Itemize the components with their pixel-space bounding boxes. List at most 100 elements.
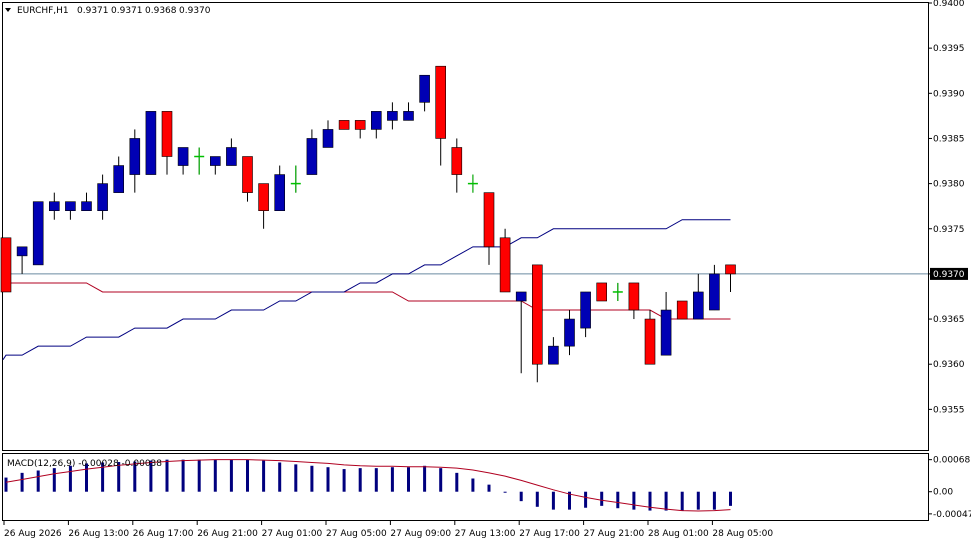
- candle-body: [548, 345, 559, 365]
- macd-signal-line: [5, 459, 731, 512]
- candle-body: [129, 138, 141, 175]
- price-tick-label: 0.9400: [933, 0, 965, 9]
- time-tick-label: 28 Aug 01:00: [648, 529, 709, 539]
- candle-body: [451, 147, 463, 175]
- ma-slow-line: [3, 282, 731, 320]
- candle: [290, 165, 301, 193]
- candle: [644, 310, 656, 365]
- candle: [612, 282, 623, 301]
- candle: [306, 129, 318, 175]
- candle-body: [81, 201, 92, 211]
- candle-body: [338, 120, 350, 130]
- candle: [210, 156, 221, 175]
- candle-body: [564, 318, 575, 347]
- time-tick-label: 26 Aug 17:00: [133, 529, 194, 539]
- macd-bar: [133, 461, 137, 492]
- candles: [0, 65, 736, 383]
- candle-body: [419, 74, 430, 103]
- macd-bar: [439, 468, 443, 492]
- candle: [0, 237, 12, 293]
- candle-body: [226, 147, 237, 166]
- price-tick-label: 0.9360: [933, 360, 965, 370]
- candle: [81, 192, 92, 211]
- candle-body: [145, 111, 157, 175]
- current-price-badge: [930, 267, 968, 280]
- macd-bar: [471, 478, 475, 492]
- macd-bar: [632, 491, 636, 510]
- candle: [660, 291, 672, 356]
- candle-body: [676, 300, 688, 320]
- price-tick-label: 0.9375: [933, 225, 965, 235]
- candle: [387, 102, 398, 130]
- candle: [32, 201, 44, 266]
- candle-body: [322, 129, 334, 148]
- macd-bar: [519, 491, 523, 502]
- macd-bar: [181, 459, 185, 492]
- candle: [161, 111, 173, 175]
- candle-body: [48, 201, 60, 211]
- price-tick-label: 0.9395: [933, 44, 965, 54]
- macd-bar: [455, 472, 459, 492]
- candle: [242, 156, 253, 202]
- candle-body: [628, 282, 640, 311]
- candle-body: [65, 201, 76, 211]
- time-tick-label: 26 Aug 13:00: [68, 529, 129, 539]
- macd-bar: [213, 459, 217, 492]
- high-value: 0.9371: [111, 6, 143, 16]
- price-axis: 0.9355 0.9360 0.9365 0.9370 0.9375 0.9380 0.93…: [3, 0, 968, 415]
- low-value: 0.9368: [145, 6, 177, 16]
- macd-bar: [551, 491, 555, 510]
- macd-bar: [423, 465, 427, 492]
- triangle-down-icon[interactable]: [5, 8, 11, 12]
- candle: [709, 264, 720, 311]
- macd-tick-label: 0.00068: [933, 456, 970, 466]
- candle-body: [210, 156, 221, 166]
- macd-histogram: 0.00068 0.00 -0.00047: [4, 456, 971, 520]
- candle: [48, 192, 60, 220]
- candle: [725, 264, 736, 292]
- candle-body: [274, 174, 286, 211]
- macd-bar: [278, 462, 282, 492]
- price-tick-label: 0.9355: [933, 405, 965, 415]
- candle: [403, 102, 414, 121]
- candle: [194, 147, 205, 175]
- candle: [435, 65, 447, 166]
- candle-body: [499, 237, 511, 293]
- price-pane-border: [2, 2, 929, 451]
- candle-body: [16, 246, 28, 257]
- candle-body: [32, 201, 44, 266]
- macd-bar: [149, 460, 153, 492]
- macd-bar: [535, 491, 539, 507]
- macd-bar: [85, 463, 88, 492]
- macd-bar: [568, 491, 571, 510]
- chart-header: EURCHF,H1 0.9371 0.9371 0.9368 0.9370: [5, 6, 211, 16]
- macd-bar: [729, 491, 732, 506]
- candle: [564, 310, 575, 356]
- candle-body: [596, 282, 608, 302]
- current-price-label: 0.9370: [933, 270, 965, 280]
- candle: [274, 165, 286, 211]
- time-tick-label: 27 Aug 13:00: [455, 529, 516, 539]
- candle-body: [242, 156, 253, 193]
- macd-bar: [36, 470, 40, 492]
- macd-bar: [680, 491, 684, 511]
- macd-bar: [229, 459, 233, 492]
- candle: [483, 192, 495, 265]
- macd-bar: [487, 484, 491, 492]
- time-tick-label: 26 Aug 21:00: [197, 529, 258, 539]
- price-tick-label: 0.9380: [933, 180, 965, 190]
- time-tick-label: 26 Aug 2026: [4, 529, 62, 539]
- candle: [515, 291, 527, 374]
- macd-pane-border: [2, 453, 929, 521]
- candle-body: [709, 273, 720, 311]
- candle: [596, 282, 608, 302]
- time-axis: 26 Aug 2026 26 Aug 13:00 26 Aug 17:00 26 Au…: [3, 521, 773, 539]
- candle: [531, 264, 543, 383]
- ma-fast-line: [2, 219, 731, 360]
- macd-bar: [262, 460, 266, 492]
- symbol-label: EURCHF,H1: [17, 6, 69, 16]
- macd-bar: [246, 459, 249, 492]
- candle: [338, 120, 350, 130]
- candle-body: [387, 111, 398, 121]
